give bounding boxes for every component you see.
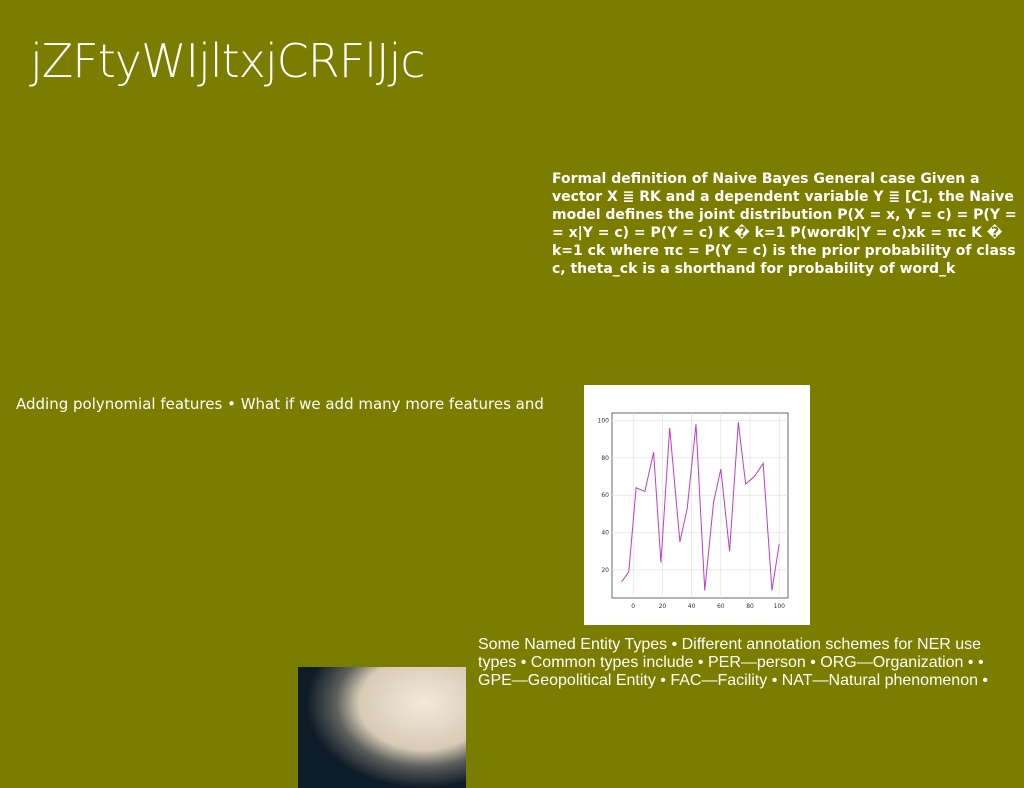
x-tick-label: 0	[631, 603, 635, 610]
y-tick-label: 100	[598, 417, 610, 424]
x-tick-label: 100	[774, 603, 786, 610]
y-tick-label: 80	[601, 455, 609, 462]
chart: 20 40 60 80 100 0 20 40 60 80 100	[584, 385, 810, 625]
y-tick-label: 20	[601, 567, 609, 574]
x-tick-label: 40	[688, 603, 696, 610]
x-tick-label: 80	[746, 603, 754, 610]
x-tick-label: 60	[717, 603, 725, 610]
axes-frame	[611, 412, 789, 599]
line-series	[621, 422, 780, 591]
photo	[298, 667, 466, 788]
chart-background	[584, 385, 810, 625]
slide-title: jZFtyWIjltxjCRFlJjc	[30, 34, 426, 88]
text-block: Some Named Entity Types • Different anno…	[478, 636, 989, 689]
text-block: Adding polynomial features • What if we …	[16, 395, 544, 413]
x-tick-label: 20	[659, 603, 667, 610]
text-block: Formal definition of Naive Bayes General…	[552, 171, 1017, 277]
y-tick-label: 60	[601, 492, 609, 499]
y-tick-label: 40	[601, 530, 609, 537]
